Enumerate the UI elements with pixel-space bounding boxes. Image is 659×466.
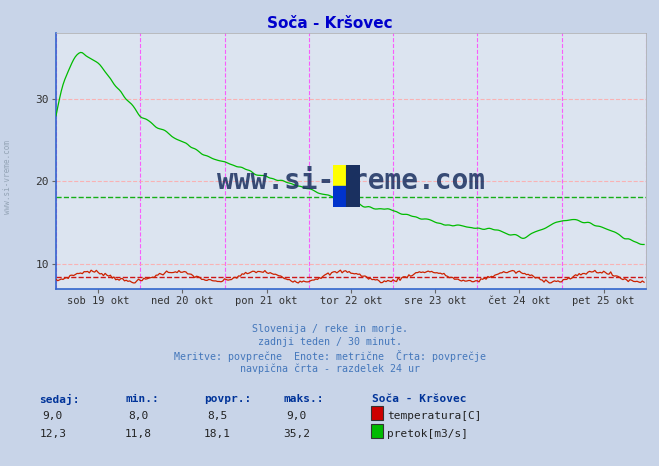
Text: pretok[m3/s]: pretok[m3/s] [387,429,468,439]
Text: Soča - Kršovec: Soča - Kršovec [372,394,467,404]
Text: 8,5: 8,5 [208,411,227,421]
Text: temperatura[C]: temperatura[C] [387,411,481,421]
Text: min.:: min.: [125,394,159,404]
Text: 35,2: 35,2 [283,429,310,439]
Bar [333,165,347,186]
Text: www.si-vreme.com: www.si-vreme.com [217,167,485,195]
Text: 8,0: 8,0 [129,411,148,421]
Polygon shape [347,165,360,186]
Bar [347,165,360,186]
Text: maks.:: maks.: [283,394,324,404]
Text: sedaj:: sedaj: [40,394,80,405]
Text: 12,3: 12,3 [40,429,66,439]
Text: povpr.:: povpr.: [204,394,252,404]
Text: navpična črta - razdelek 24 ur: navpična črta - razdelek 24 ur [239,363,420,374]
Text: 9,0: 9,0 [43,411,63,421]
Text: zadnji teden / 30 minut.: zadnji teden / 30 minut. [258,337,401,347]
Text: 11,8: 11,8 [125,429,152,439]
Text: Meritve: povprečne  Enote: metrične  Črta: povprečje: Meritve: povprečne Enote: metrične Črta:… [173,350,486,362]
Text: Soča - Kršovec: Soča - Kršovec [267,16,392,31]
Bar [333,186,347,207]
Text: www.si-vreme.com: www.si-vreme.com [3,140,13,214]
Polygon shape [347,165,360,207]
Text: 18,1: 18,1 [204,429,231,439]
Text: 9,0: 9,0 [287,411,306,421]
Text: Slovenija / reke in morje.: Slovenija / reke in morje. [252,324,407,334]
